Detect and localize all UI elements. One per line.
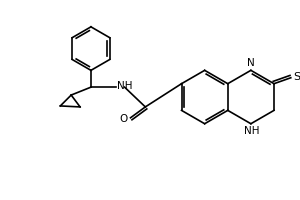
Text: O: O [119, 114, 128, 124]
Text: NH: NH [117, 81, 132, 91]
Text: S: S [293, 72, 300, 82]
Text: NH: NH [244, 126, 260, 136]
Text: N: N [247, 58, 255, 68]
